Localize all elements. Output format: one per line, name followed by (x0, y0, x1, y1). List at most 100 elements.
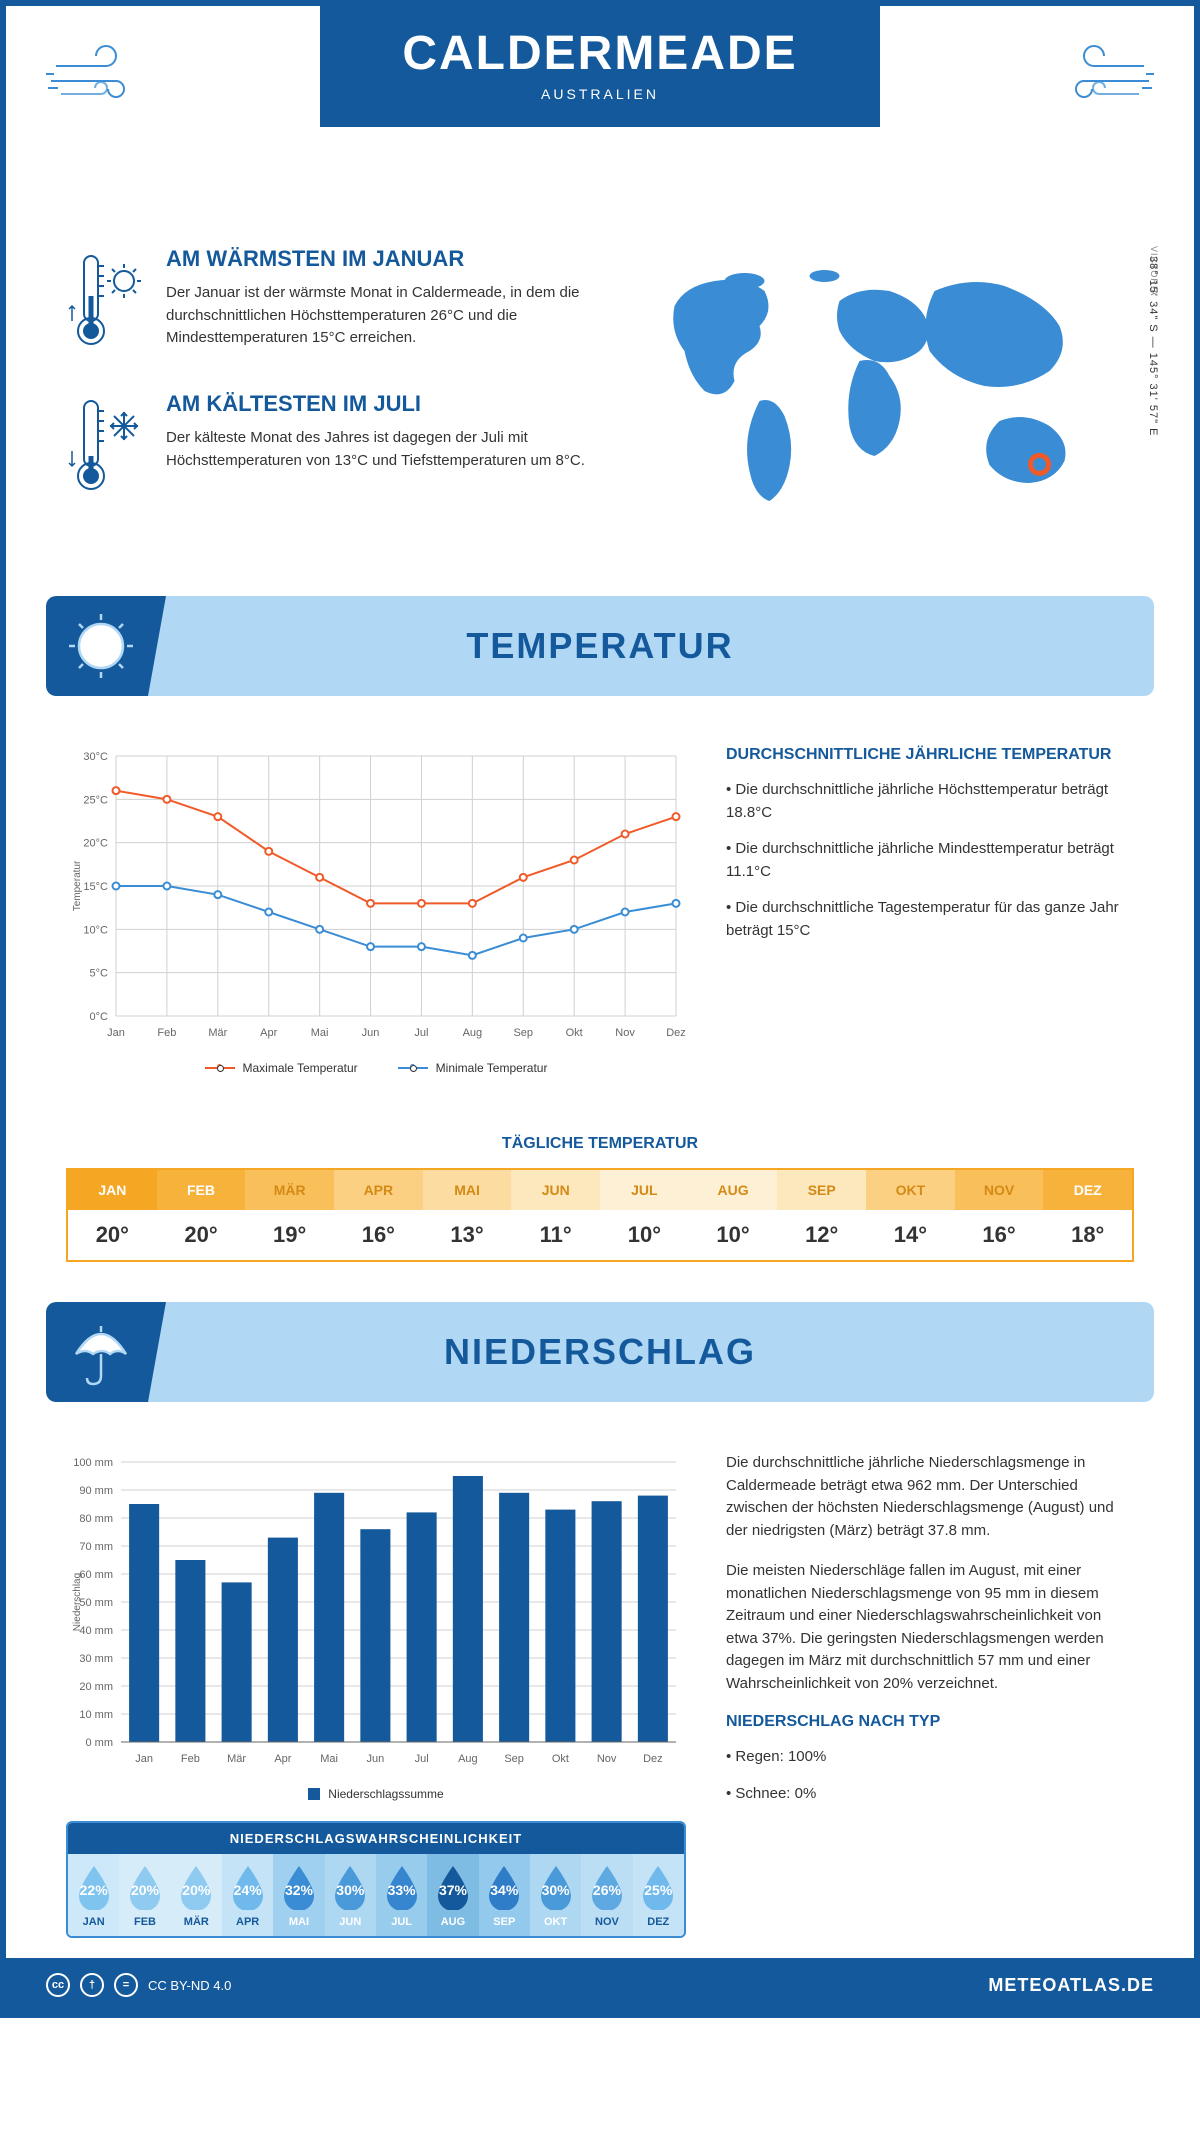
temperature-title: TEMPERATUR (466, 625, 733, 667)
page-title: CALDERMEADE (360, 26, 840, 81)
probability-cell: 25% DEZ (633, 1854, 684, 1936)
precipitation-section-banner: NIEDERSCHLAG (46, 1302, 1154, 1402)
svg-text:0°C: 0°C (90, 1011, 109, 1023)
svg-text:50 mm: 50 mm (79, 1597, 113, 1609)
precipitation-probability-panel: NIEDERSCHLAGSWAHRSCHEINLICHKEIT 22% JAN … (66, 1821, 686, 1938)
daily-temp-value: 19° (245, 1210, 334, 1260)
legend-max-line (205, 1067, 235, 1069)
temperature-info: DURCHSCHNITTLICHE JÄHRLICHE TEMPERATUR •… (726, 746, 1134, 1075)
daily-temp-value: 10° (689, 1210, 778, 1260)
coldest-title: AM KÄLTESTEN IM JULI (166, 391, 585, 417)
svg-text:90 mm: 90 mm (79, 1485, 113, 1497)
svg-text:Nov: Nov (615, 1027, 635, 1039)
license-text: CC BY-ND 4.0 (148, 1978, 231, 1993)
svg-text:Mai: Mai (311, 1027, 329, 1039)
svg-text:5°C: 5°C (90, 968, 109, 980)
svg-text:Niederschlag: Niederschlag (72, 1573, 83, 1631)
svg-text:Jul: Jul (415, 1753, 429, 1765)
daily-temp-month: FEB (157, 1170, 246, 1210)
coldest-text: Der kälteste Monat des Jahres ist dagege… (166, 427, 585, 472)
temperature-legend: Maximale Temperatur Minimale Temperatur (66, 1061, 686, 1075)
daily-temp-value: 18° (1043, 1210, 1132, 1260)
svg-text:Mär: Mär (227, 1753, 246, 1765)
daily-temp-month: MÄR (245, 1170, 334, 1210)
daily-temp-month: DEZ (1043, 1170, 1132, 1210)
svg-text:60 mm: 60 mm (79, 1569, 113, 1581)
probability-month: JUN (327, 1916, 374, 1928)
site-name: METEOATLAS.DE (988, 1975, 1154, 1996)
coordinates: 38° 15' 34" S — 145° 31' 57" E (1147, 256, 1159, 436)
thermometer-snow-icon (66, 391, 146, 506)
daily-temp-value: 20° (68, 1210, 157, 1260)
daily-temp-month: OKT (866, 1170, 955, 1210)
cc-icon: cc (46, 1973, 70, 1997)
temp-info-bullet: • Die durchschnittliche Tagestemperatur … (726, 897, 1134, 942)
daily-temp-value: 20° (157, 1210, 246, 1260)
probability-month: MAI (275, 1916, 322, 1928)
probability-month: DEZ (635, 1916, 682, 1928)
svg-text:10 mm: 10 mm (79, 1709, 113, 1721)
title-banner: CALDERMEADE AUSTRALIEN (320, 6, 880, 127)
svg-text:Dez: Dez (666, 1027, 686, 1039)
footer: cc † = CC BY-ND 4.0 METEOATLAS.DE (6, 1958, 1194, 2012)
temperature-section: 0°C5°C10°C15°C20°C25°C30°CJanFebMärAprMa… (6, 716, 1194, 1105)
probability-percent: 26% (581, 1882, 632, 1898)
probability-cell: 24% APR (222, 1854, 273, 1936)
svg-text:Dez: Dez (643, 1753, 663, 1765)
precip-para1: Die durchschnittliche jährliche Niedersc… (726, 1452, 1134, 1542)
probability-percent: 24% (222, 1882, 273, 1898)
precipitation-title: NIEDERSCHLAG (444, 1331, 756, 1373)
page-subtitle: AUSTRALIEN (360, 86, 840, 102)
probability-percent: 25% (633, 1882, 684, 1898)
probability-percent: 30% (530, 1882, 581, 1898)
daily-temp-value: 16° (955, 1210, 1044, 1260)
svg-text:Aug: Aug (463, 1027, 483, 1039)
warmest-text: Der Januar ist der wärmste Monat in Cald… (166, 282, 585, 350)
daily-temp-table: JANFEBMÄRAPRMAIJUNJULAUGSEPOKTNOVDEZ 20°… (66, 1168, 1134, 1262)
svg-text:Jun: Jun (362, 1027, 380, 1039)
umbrella-icon (61, 1314, 141, 1394)
svg-text:15°C: 15°C (83, 881, 108, 893)
temperature-line-chart: 0°C5°C10°C15°C20°C25°C30°CJanFebMärAprMa… (66, 746, 686, 1046)
daily-temp-month: MAI (423, 1170, 512, 1210)
thermometer-sun-icon (66, 246, 146, 361)
legend-bar-swatch (308, 1788, 320, 1800)
svg-text:Jul: Jul (414, 1027, 428, 1039)
probability-percent: 20% (171, 1882, 222, 1898)
probability-percent: 34% (479, 1882, 530, 1898)
wind-icon (46, 36, 156, 121)
world-map (615, 246, 1134, 526)
svg-text:20°C: 20°C (83, 838, 108, 850)
svg-text:Okt: Okt (552, 1753, 569, 1765)
probability-month: JUL (378, 1916, 425, 1928)
daily-temp-value: 16° (334, 1210, 423, 1260)
probability-cell: 20% MÄR (171, 1854, 222, 1936)
legend-min-line (398, 1067, 428, 1069)
probability-month: FEB (121, 1916, 168, 1928)
daily-temp-value: 13° (423, 1210, 512, 1260)
probability-cell: 20% FEB (119, 1854, 170, 1936)
cc-nd-icon: = (114, 1973, 138, 1997)
probability-percent: 22% (68, 1882, 119, 1898)
svg-text:Aug: Aug (458, 1753, 478, 1765)
svg-text:Sep: Sep (504, 1753, 524, 1765)
intro-section: AM WÄRMSTEN IM JANUAR Der Januar ist der… (6, 206, 1194, 576)
daily-temp-month: JUL (600, 1170, 689, 1210)
wind-icon (1044, 36, 1154, 121)
probability-month: APR (224, 1916, 271, 1928)
probability-percent: 30% (325, 1882, 376, 1898)
svg-text:Temperatur: Temperatur (72, 860, 83, 911)
svg-text:80 mm: 80 mm (79, 1513, 113, 1525)
svg-text:10°C: 10°C (83, 924, 108, 936)
daily-temp-value: 10° (600, 1210, 689, 1260)
svg-text:100 mm: 100 mm (73, 1457, 113, 1469)
daily-temp-month: AUG (689, 1170, 778, 1210)
svg-text:Jan: Jan (135, 1753, 153, 1765)
daily-temp-month: SEP (777, 1170, 866, 1210)
probability-month: AUG (429, 1916, 476, 1928)
svg-text:Jan: Jan (107, 1027, 125, 1039)
probability-cell: 26% NOV (581, 1854, 632, 1936)
temperature-section-banner: TEMPERATUR (46, 596, 1154, 696)
legend-max-label: Maximale Temperatur (243, 1061, 358, 1075)
svg-text:Feb: Feb (157, 1027, 176, 1039)
